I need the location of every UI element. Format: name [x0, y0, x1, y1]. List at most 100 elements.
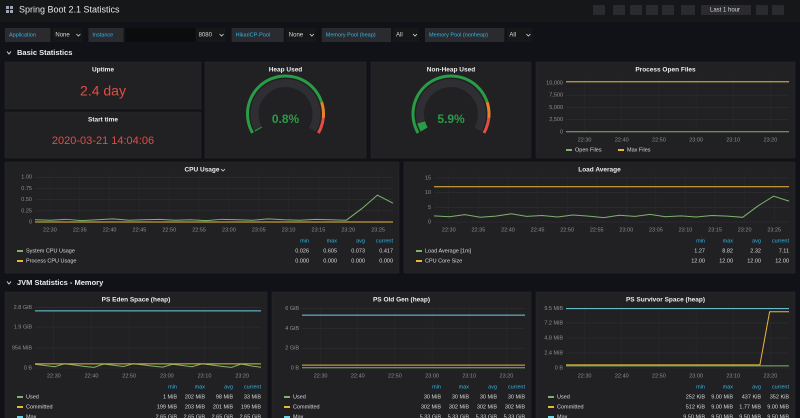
legend-value: 201 MiB	[213, 404, 234, 410]
x-tick-label: 22:55	[590, 227, 604, 233]
legend-value: 1.77 MiB	[739, 404, 761, 410]
stat-value: 2020-03-21 14:04:06	[52, 135, 154, 147]
variable-value[interactable]: All	[509, 33, 516, 39]
row-chevron[interactable]	[6, 281, 12, 285]
legend-label[interactable]: Committed	[26, 404, 53, 410]
dashboard-title[interactable]: Spring Boot 2.1 Statistics	[19, 4, 120, 14]
dashboard-icon[interactable]	[6, 6, 13, 13]
legend-column-header[interactable]: avg	[224, 384, 233, 390]
panel-title[interactable]: Non-Heap Used	[427, 67, 475, 74]
legend-column-header[interactable]: current	[376, 238, 394, 244]
settings-button[interactable]	[662, 5, 674, 15]
legend-label[interactable]: Used	[293, 394, 306, 400]
panel-title[interactable]: PS Survivor Space (heap)	[626, 297, 705, 304]
legend-column-header[interactable]: max	[723, 384, 734, 390]
legend-label[interactable]: Max	[26, 414, 37, 418]
panel-title[interactable]: PS Old Gen (heap)	[373, 297, 430, 304]
save-button[interactable]	[646, 5, 658, 15]
legend-column-header[interactable]: avg	[752, 238, 761, 244]
variable-value[interactable]: 8080	[199, 33, 213, 39]
legend-column-header[interactable]: current	[508, 384, 526, 390]
legend-label[interactable]: Load Average [1m]	[425, 248, 472, 254]
share-button[interactable]	[630, 5, 642, 15]
y-tick-label: 0 B	[555, 365, 564, 371]
legend-label[interactable]: Open Files	[575, 147, 602, 153]
variable-select[interactable]	[285, 28, 316, 42]
legend-column-header[interactable]: max	[723, 238, 734, 244]
legend-column-header[interactable]: avg	[356, 238, 365, 244]
legend-value: 302 MiB	[505, 404, 526, 410]
row-title[interactable]: Basic Statistics	[17, 48, 72, 57]
legend-column-header[interactable]: avg	[752, 384, 761, 390]
time-range[interactable]: Last 1 hour	[710, 8, 740, 14]
time-picker[interactable]	[701, 5, 751, 15]
x-tick-label: 22:45	[531, 227, 545, 233]
row-title[interactable]: JVM Statistics - Memory	[17, 278, 104, 287]
legend-column-header[interactable]: current	[244, 384, 262, 390]
legend-value: 0.000	[379, 258, 393, 264]
zoom-out-button[interactable]	[756, 5, 768, 15]
legend-column-header[interactable]: min	[300, 238, 309, 244]
variable-label-box	[425, 28, 505, 42]
title-caret[interactable]	[220, 168, 226, 172]
gauge-threshold	[320, 101, 325, 119]
gauge-track	[250, 79, 321, 132]
legend-value: 2.65 GiB	[240, 414, 262, 418]
panel-title[interactable]: Uptime	[92, 67, 114, 74]
legend-column-header[interactable]: avg	[488, 384, 497, 390]
x-tick-label: 23:20	[738, 227, 752, 233]
legend-column-header[interactable]: min	[432, 384, 441, 390]
legend-value: 0.026	[295, 248, 309, 254]
legend-column-header[interactable]: current	[772, 238, 790, 244]
panel-title[interactable]: CPU Usage	[184, 167, 219, 174]
y-tick-label: 4.8 MiB	[544, 335, 563, 341]
star-button[interactable]	[613, 5, 625, 15]
legend-label[interactable]: Process CPU Usage	[26, 258, 76, 264]
variable-value[interactable]: All	[396, 33, 403, 39]
legend-column-header[interactable]: min	[696, 238, 705, 244]
legend-column-header[interactable]: current	[772, 384, 790, 390]
legend-column-header[interactable]: max	[195, 384, 206, 390]
legend-label[interactable]: Max	[293, 414, 304, 418]
variable-select[interactable]	[52, 28, 83, 42]
panel-title[interactable]: Process Open Files	[635, 67, 696, 74]
legend-label[interactable]: Committed	[293, 404, 320, 410]
view-mode-button[interactable]	[681, 5, 695, 15]
panel	[204, 61, 367, 159]
y-tick-label: 1.9 GiB	[14, 325, 33, 331]
legend-value: 202 MiB	[185, 394, 206, 400]
x-tick-label: 23:00	[425, 373, 439, 379]
legend-label[interactable]: Used	[557, 394, 570, 400]
refresh-button[interactable]	[772, 5, 784, 15]
panel-title[interactable]: Load Average	[578, 167, 621, 174]
panel-title[interactable]: Start time	[88, 117, 118, 124]
variable-select[interactable]	[393, 28, 419, 42]
row-chevron[interactable]	[6, 51, 12, 55]
x-tick-label: 23:20	[500, 373, 514, 379]
instance-input[interactable]	[125, 28, 196, 42]
add-panel-button[interactable]	[593, 5, 605, 15]
variable-value[interactable]: None	[289, 33, 304, 39]
panel-title[interactable]: Heap Used	[269, 67, 303, 74]
variable-select[interactable]	[195, 28, 226, 42]
legend-value: 302 MiB	[421, 404, 442, 410]
legend-column-header[interactable]: max	[459, 384, 470, 390]
legend-label[interactable]: System CPU Usage	[26, 248, 75, 254]
legend-column-header[interactable]: min	[168, 384, 177, 390]
legend-label[interactable]: Max Files	[627, 147, 651, 153]
legend-value: 9.50 MiB	[739, 414, 761, 418]
legend-value: 302 MiB	[449, 404, 470, 410]
variable-select[interactable]	[506, 28, 533, 42]
panel-title[interactable]: PS Eden Space (heap)	[102, 297, 171, 304]
legend-column-header[interactable]: min	[696, 384, 705, 390]
x-tick-label: 22:50	[122, 373, 136, 379]
legend-value: 2.65 GiB	[184, 414, 206, 418]
x-tick-label: 22:30	[578, 373, 592, 379]
legend-value: 1 MiB	[163, 394, 177, 400]
legend-label[interactable]: Max	[557, 414, 568, 418]
legend-label[interactable]: Committed	[557, 404, 584, 410]
legend-label[interactable]: CPU Core Size	[425, 258, 462, 264]
variable-value[interactable]: None	[55, 33, 70, 39]
legend-column-header[interactable]: max	[327, 238, 338, 244]
legend-label[interactable]: Used	[26, 394, 39, 400]
